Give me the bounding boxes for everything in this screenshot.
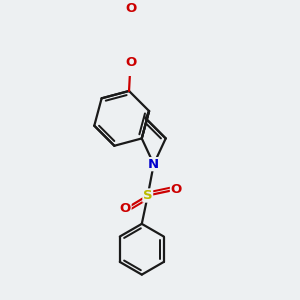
Text: O: O bbox=[125, 2, 136, 15]
Text: N: N bbox=[148, 158, 159, 171]
Text: S: S bbox=[143, 189, 153, 202]
Text: O: O bbox=[170, 183, 182, 196]
Text: O: O bbox=[120, 202, 131, 215]
Text: O: O bbox=[125, 56, 136, 69]
